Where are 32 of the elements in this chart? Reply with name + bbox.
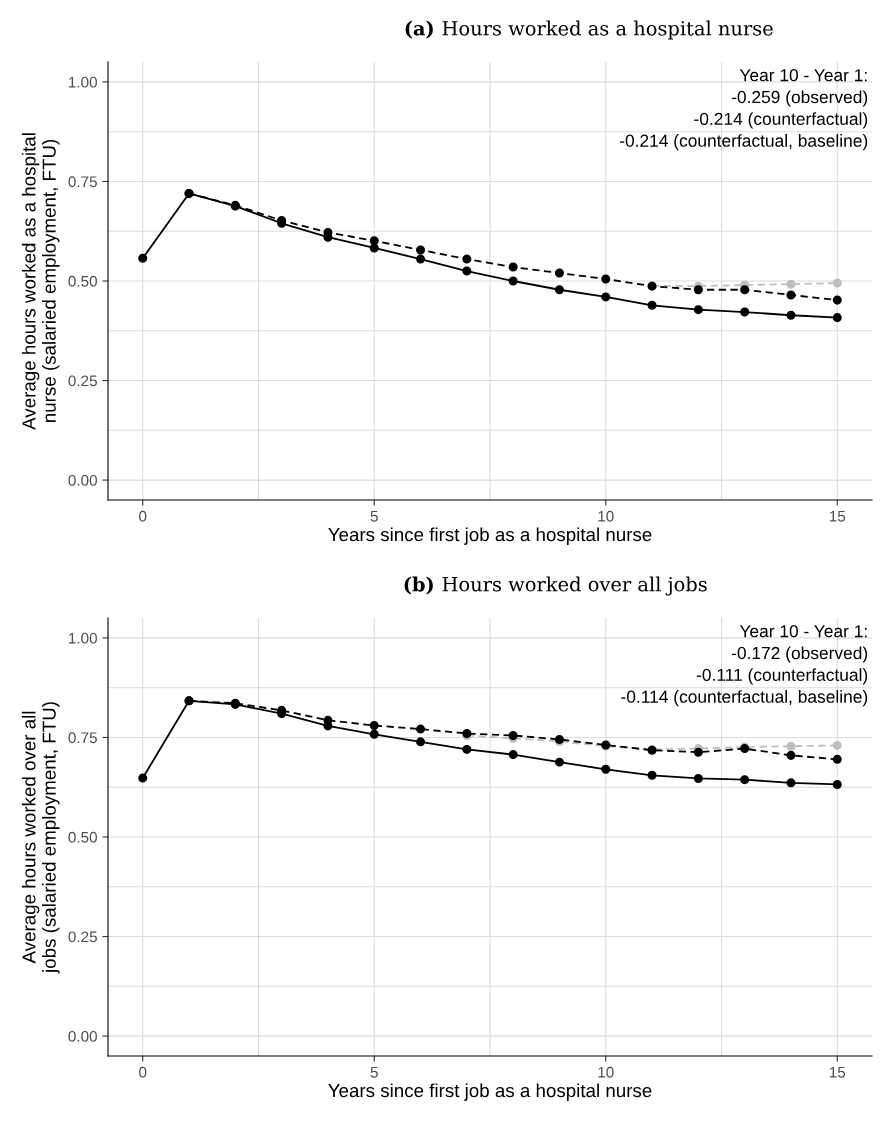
annotation: -0.114 (counterfactual, baseline) [621,690,868,707]
x-tick-label: 10 [598,510,614,522]
x-tick-label: 15 [829,510,846,522]
annotation: Year 10 - Year 1: [739,625,867,638]
x-tick-label: 5 [370,1066,378,1078]
y-tick-label: 1.00 [69,76,97,88]
x-axis-title: Years since first job as a hospital nurse [328,527,652,545]
y-tick-label: 0.25 [68,375,97,387]
y-tick-label: 0.25 [68,931,97,943]
x-tick-label: 0 [139,510,147,522]
x-tick-label: 5 [370,510,378,522]
y-tick-label: 0.50 [68,275,97,287]
annotation: Year 10 - Year 1: [739,69,867,82]
y-axis-title: Average hours worked over all jobs (salaried employment, FTU) [21,702,60,974]
chart-title: (b) Hours worked over all jobs [404,576,707,596]
annotation: -0.259 (observed) [731,90,868,107]
y-tick-label: 0.00 [68,1030,97,1042]
chart-title: (a) Hours worked as a hospital nurse [405,20,773,40]
y-tick-label: 0.75 [68,732,97,744]
y-tick-label: 0.00 [68,474,97,486]
x-tick-label: 15 [829,1066,846,1078]
annotation: -0.214 (counterfactual, baseline) [619,134,868,151]
annotation: -0.214 (counterfactual) [694,112,868,129]
annotation: -0.172 (observed) [731,646,868,663]
y-axis-title: Average hours worked as a hospital nurse (salaried employment, FTU) [21,133,60,430]
y-tick-label: 0.75 [68,176,97,188]
y-tick-label: 1.00 [69,632,97,644]
annotation: -0.111 (counterfactual) [696,668,868,685]
x-tick-label: 0 [139,1066,147,1078]
x-axis-title: Years since first job as a hospital nurse [328,1083,652,1101]
x-tick-label: 10 [598,1066,614,1078]
y-tick-label: 0.50 [68,831,97,843]
